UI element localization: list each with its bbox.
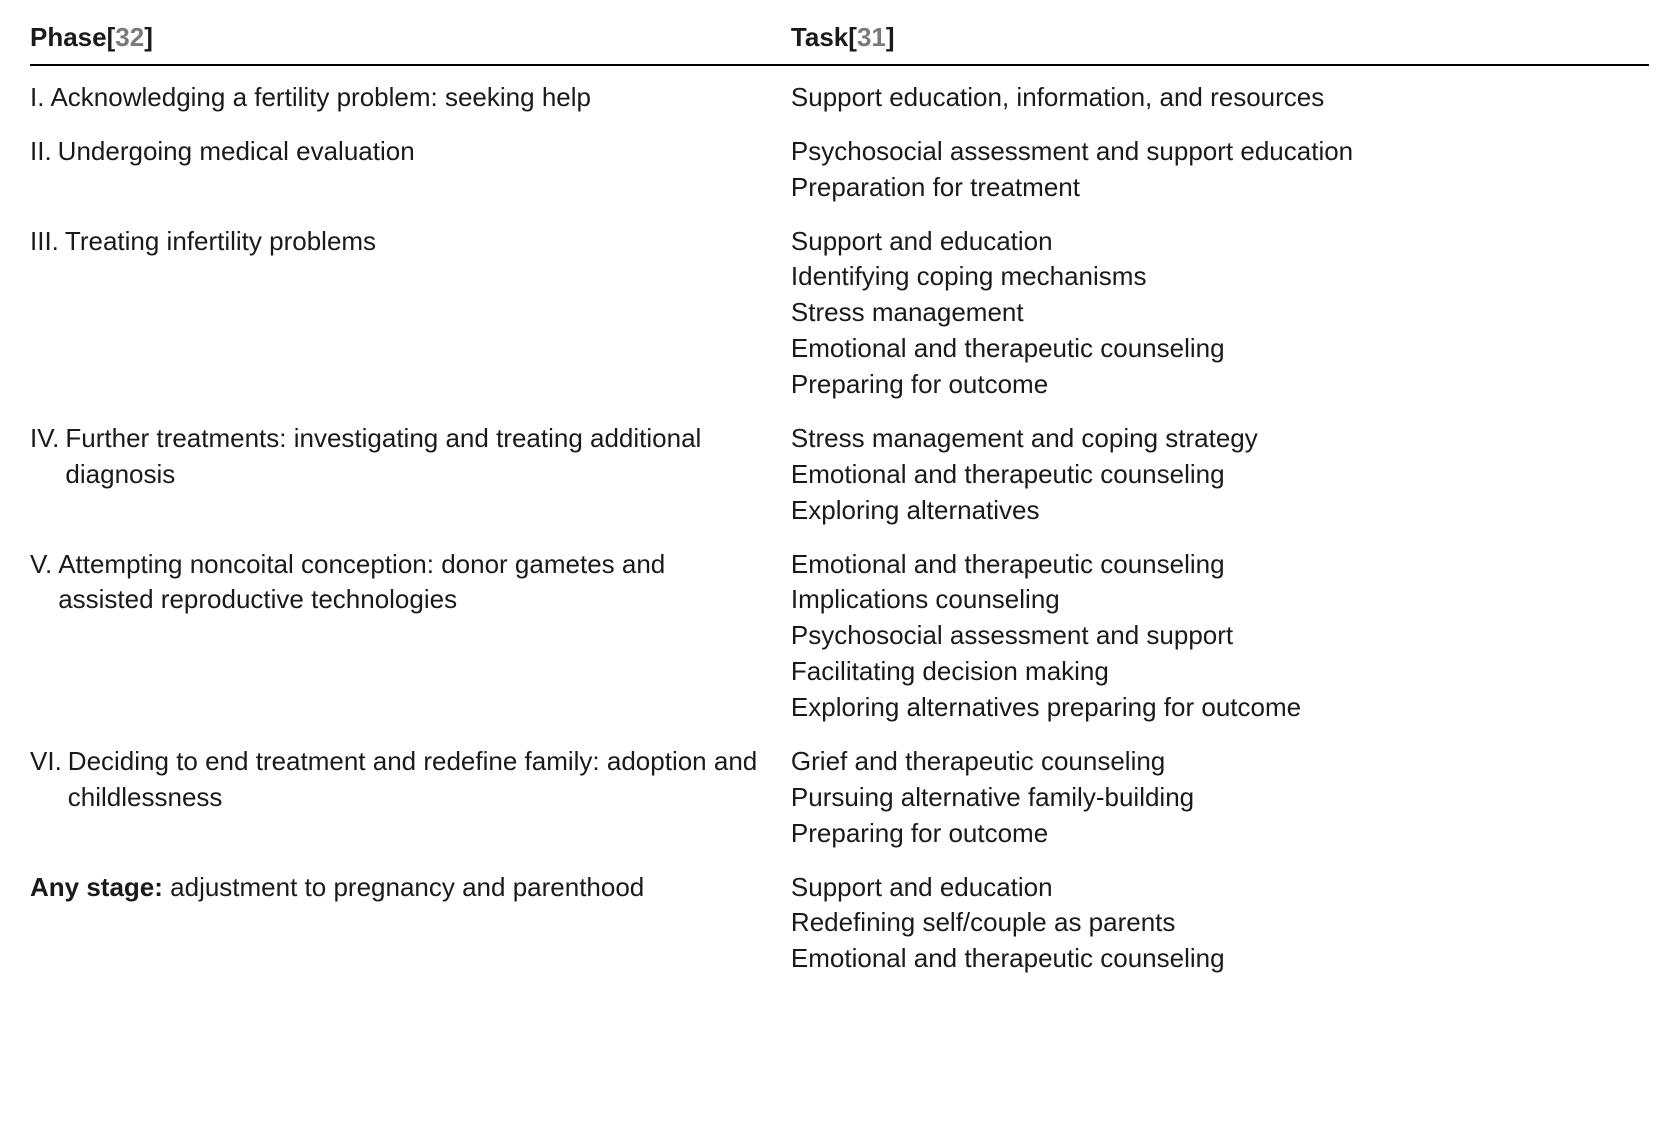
phase-line: VI.Deciding to end treatment and redefin…	[30, 744, 767, 816]
task-line: Emotional and therapeutic counseling	[791, 941, 1649, 977]
phase-text: Acknowledging a fertility problem: seeki…	[50, 80, 766, 116]
col-header-phase: Phase[32]	[30, 20, 791, 65]
task-line: Support and education	[791, 224, 1649, 260]
task-line: Psychosocial assessment and support educ…	[791, 134, 1649, 170]
phase-numeral: II.	[30, 134, 58, 170]
task-line: Emotional and therapeutic counseling	[791, 547, 1649, 583]
task-line: Exploring alternatives	[791, 493, 1649, 529]
phase-numeral: III.	[30, 224, 65, 260]
col-header-task-label: Task	[791, 22, 848, 52]
task-ref-link[interactable]: 31	[857, 22, 886, 52]
task-line: Identifying coping mechanisms	[791, 259, 1649, 295]
phase-text: Treating infertility problems	[65, 224, 767, 260]
bracket-open: [	[107, 22, 116, 52]
task-line: Support education, information, and reso…	[791, 80, 1649, 116]
phase-cell: III.Treating infertility problems	[30, 210, 791, 407]
task-line: Support and education	[791, 870, 1649, 906]
task-line: Emotional and therapeutic counseling	[791, 457, 1649, 493]
col-header-task: Task[31]	[791, 20, 1649, 65]
task-cell: Support and educationIdentifying coping …	[791, 210, 1649, 407]
task-line: Preparation for treatment	[791, 170, 1649, 206]
task-line: Psychosocial assessment and support	[791, 618, 1649, 654]
task-cell: Psychosocial assessment and support educ…	[791, 120, 1649, 210]
task-line: Exploring alternatives preparing for out…	[791, 690, 1649, 726]
phase-cell: I.Acknowledging a fertility problem: see…	[30, 65, 791, 120]
phase-text: Further treatments: investigating and tr…	[65, 421, 767, 493]
task-cell: Support and educationRedefining self/cou…	[791, 856, 1649, 982]
phase-ref-link[interactable]: 32	[115, 22, 144, 52]
bracket-close: ]	[886, 22, 895, 52]
task-line: Stress management and coping strategy	[791, 421, 1649, 457]
col-header-phase-label: Phase	[30, 22, 107, 52]
phase-rest: adjustment to pregnancy and parenthood	[163, 872, 644, 902]
bracket-close: ]	[144, 22, 153, 52]
table-row: VI.Deciding to end treatment and redefin…	[30, 730, 1649, 856]
table-row: V.Attempting noncoital conception: donor…	[30, 533, 1649, 730]
phase-line: II.Undergoing medical evaluation	[30, 134, 767, 170]
table-row: III.Treating infertility problems Support…	[30, 210, 1649, 407]
phases-tasks-table: Phase[32] Task[31] I.Acknowledging a fer…	[30, 20, 1649, 981]
phase-line: V.Attempting noncoital conception: donor…	[30, 547, 767, 619]
phase-numeral: V.	[30, 547, 58, 619]
phase-cell: II.Undergoing medical evaluation	[30, 120, 791, 210]
phase-cell: V.Attempting noncoital conception: donor…	[30, 533, 791, 730]
task-line: Implications counseling	[791, 582, 1649, 618]
task-line: Preparing for outcome	[791, 816, 1649, 852]
task-line: Emotional and therapeutic counseling	[791, 331, 1649, 367]
bracket-open: [	[848, 22, 857, 52]
phase-numeral: IV.	[30, 421, 65, 493]
task-line: Preparing for outcome	[791, 367, 1649, 403]
table-body: I.Acknowledging a fertility problem: see…	[30, 65, 1649, 981]
table-row: IV.Further treatments: investigating and…	[30, 407, 1649, 533]
table-row: Any stage: adjustment to pregnancy and p…	[30, 856, 1649, 982]
phase-cell: Any stage: adjustment to pregnancy and p…	[30, 856, 791, 982]
phase-text: Deciding to end treatment and redefine f…	[68, 744, 767, 816]
task-line: Grief and therapeutic counseling	[791, 744, 1649, 780]
task-cell: Emotional and therapeutic counselingImpl…	[791, 533, 1649, 730]
table-row: II.Undergoing medical evaluation Psychoso…	[30, 120, 1649, 210]
task-line: Stress management	[791, 295, 1649, 331]
task-cell: Support education, information, and reso…	[791, 65, 1649, 120]
phase-text: Attempting noncoital conception: donor g…	[58, 547, 767, 619]
task-line: Facilitating decision making	[791, 654, 1649, 690]
phase-cell: IV.Further treatments: investigating and…	[30, 407, 791, 533]
phase-text: Undergoing medical evaluation	[58, 134, 767, 170]
phase-line: IV.Further treatments: investigating and…	[30, 421, 767, 493]
task-cell: Stress management and coping strategyEmo…	[791, 407, 1649, 533]
table-header-row: Phase[32] Task[31]	[30, 20, 1649, 65]
phase-text: Any stage: adjustment to pregnancy and p…	[30, 870, 767, 906]
phase-numeral: I.	[30, 80, 50, 116]
phase-bold-prefix: Any stage:	[30, 872, 163, 902]
task-line: Pursuing alternative family-building	[791, 780, 1649, 816]
phase-numeral: VI.	[30, 744, 68, 816]
task-line: Redefining self/couple as parents	[791, 905, 1649, 941]
task-cell: Grief and therapeutic counselingPursuing…	[791, 730, 1649, 856]
phase-line: III.Treating infertility problems	[30, 224, 767, 260]
phase-line: I.Acknowledging a fertility problem: see…	[30, 80, 767, 116]
phase-cell: VI.Deciding to end treatment and redefin…	[30, 730, 791, 856]
table-row: I.Acknowledging a fertility problem: see…	[30, 65, 1649, 120]
